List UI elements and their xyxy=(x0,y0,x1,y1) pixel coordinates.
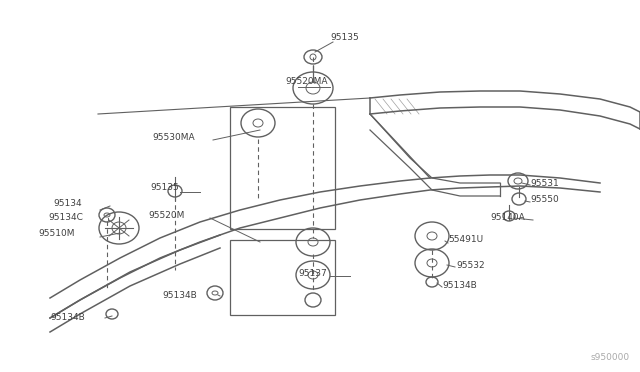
Text: 95530MA: 95530MA xyxy=(152,132,195,141)
Text: 95134B: 95134B xyxy=(162,292,196,301)
Text: 95140A: 95140A xyxy=(490,214,525,222)
Text: 95134C: 95134C xyxy=(48,214,83,222)
Text: 95520MA: 95520MA xyxy=(285,77,328,87)
Text: 95137: 95137 xyxy=(298,269,327,278)
Bar xyxy=(230,240,335,315)
Text: 95134B: 95134B xyxy=(442,280,477,289)
Text: 95134: 95134 xyxy=(53,199,82,208)
Text: 95532: 95532 xyxy=(456,260,484,269)
Text: 55491U: 55491U xyxy=(448,235,483,244)
Text: s950000: s950000 xyxy=(591,353,630,362)
Text: 95550: 95550 xyxy=(530,196,559,205)
Bar xyxy=(230,107,335,229)
Text: 95510M: 95510M xyxy=(38,230,74,238)
Text: 95520M: 95520M xyxy=(148,212,184,221)
Text: 95135: 95135 xyxy=(330,33,359,42)
Text: 95135: 95135 xyxy=(150,183,179,192)
Text: 95531: 95531 xyxy=(530,179,559,187)
Text: 95134B: 95134B xyxy=(50,314,84,323)
